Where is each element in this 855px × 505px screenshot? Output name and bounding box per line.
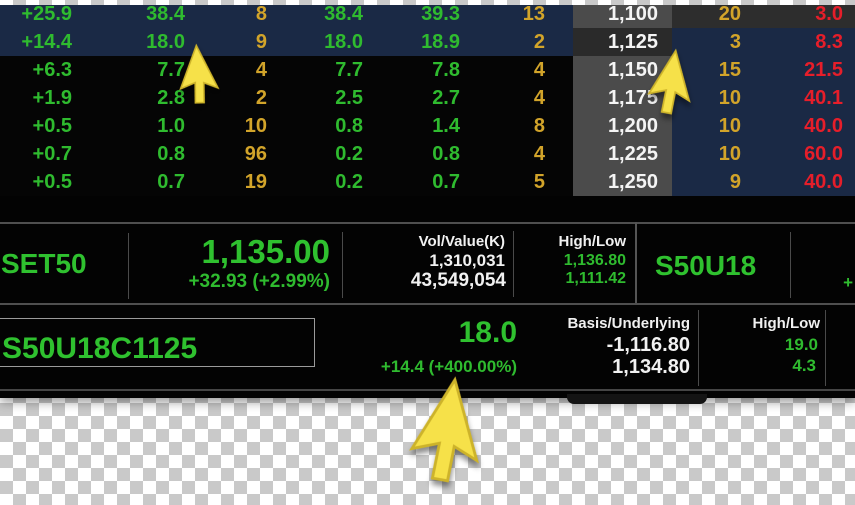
cell-bid-volume[interactable]: 19 [190,168,272,196]
option-chain-row[interactable]: +6.3 7.7 4 7.7 7.8 4 1,150 15 21.5 [0,56,855,84]
option-chain-row[interactable]: +1.9 2.8 2 2.5 2.7 4 1,175 10 40.1 [0,84,855,112]
option-chain-row[interactable]: +14.4 18.0 9 18.0 18.9 2 1,125 3 8.3 [0,28,855,56]
cell-last[interactable]: 0.8 [80,140,190,168]
cell-strike[interactable]: 1,150 [573,56,672,84]
cell-put-price[interactable]: 40.1 [746,84,855,112]
option-symbol-box[interactable]: S50U18C1125 [0,318,315,367]
cell-ask[interactable]: 0.8 [368,140,465,168]
cell-put-price[interactable]: 40.0 [746,168,855,196]
panel-separator [635,222,637,304]
mouse-cursor-icon [394,374,514,505]
cell-put-volume[interactable]: 10 [672,112,746,140]
option-chain-row[interactable]: +0.5 0.7 19 0.2 0.7 5 1,250 9 40.0 [0,168,855,196]
options-chain-table: +25.9 38.4 8 38.4 39.3 13 1,100 20 3.0 +… [0,0,855,196]
divider [825,310,826,386]
cell-change[interactable]: +14.4 [0,28,80,56]
cell-ask-volume[interactable]: 4 [465,140,573,168]
mouse-cursor-icon [173,43,233,115]
option-low: 4.3 [792,356,816,375]
trading-app-window: +25.9 38.4 8 38.4 39.3 13 1,100 20 3.0 +… [0,0,855,398]
cell-put-volume[interactable]: 10 [672,140,746,168]
underlying-volume: 1,310,031 [429,251,505,270]
option-change: +14.4 (+400.00%) [380,357,517,376]
cell-ask[interactable]: 0.7 [368,168,465,196]
basis-underlying-label: Basis/Underlying [567,315,690,332]
cell-last[interactable]: 0.7 [80,168,190,196]
cell-put-price[interactable]: 8.3 [746,28,855,56]
cell-bid-volume[interactable]: 10 [190,112,272,140]
cell-change[interactable]: +0.7 [0,140,80,168]
underlying-last-price: 1,135.00 [201,233,330,270]
underlying-symbol[interactable]: SET50 [1,248,87,279]
panel-bottom-border [0,389,855,391]
cell-last[interactable]: 7.7 [80,56,190,84]
cell-change[interactable]: +1.9 [0,84,80,112]
cell-strike[interactable]: 1,200 [573,112,672,140]
underlying-change: +32.93 (+2.99%) [188,271,330,292]
panel-divider-border [0,303,855,305]
underlying-low: 1,111.42 [565,270,626,287]
cell-bid[interactable]: 0.2 [272,140,368,168]
cell-change[interactable]: +0.5 [0,112,80,140]
underlying-high: 1,136.80 [563,252,626,269]
divider [128,233,129,299]
cell-change[interactable]: +6.3 [0,56,80,84]
cell-ask[interactable]: 18.9 [368,28,465,56]
cell-bid-volume[interactable]: 96 [190,140,272,168]
futures-symbol[interactable]: S50U18 [655,250,757,281]
cell-put-volume[interactable]: 3 [672,28,746,56]
option-chain-row[interactable]: +0.5 1.0 10 0.8 1.4 8 1,200 10 40.0 [0,112,855,140]
option-high: 19.0 [784,335,818,354]
transparency-strip [0,0,855,5]
underlying-value: 43,549,054 [410,270,506,291]
bottom-edge-tab [567,394,707,404]
cell-last[interactable]: 18.0 [80,28,190,56]
high-low-label: High/Low [558,233,627,250]
cell-bid[interactable]: 18.0 [272,28,368,56]
cell-put-price[interactable]: 60.0 [746,140,855,168]
cell-put-price[interactable]: 21.5 [746,56,855,84]
option-chain-row[interactable]: +0.7 0.8 96 0.2 0.8 4 1,225 10 60.0 [0,140,855,168]
cell-ask-volume[interactable]: 4 [465,84,573,112]
underlying-price-value: 1,134.80 [612,356,690,378]
mouse-cursor-icon [638,47,713,128]
divider [342,232,343,298]
cell-strike[interactable]: 1,250 [573,168,672,196]
futures-change-partial: + [843,273,853,292]
divider [698,310,699,386]
divider [513,231,514,297]
cell-ask[interactable]: 1.4 [368,112,465,140]
cell-ask-volume[interactable]: 4 [465,56,573,84]
cell-put-volume[interactable]: 15 [672,56,746,84]
basis-value: -1,116.80 [606,334,690,356]
cell-bid[interactable]: 7.7 [272,56,368,84]
panel-top-border [0,222,855,224]
option-symbol[interactable]: S50U18C1125 [2,331,198,365]
cell-ask-volume[interactable]: 5 [465,168,573,196]
cell-last[interactable]: 1.0 [80,112,190,140]
cell-bid[interactable]: 2.5 [272,84,368,112]
cell-ask-volume[interactable]: 8 [465,112,573,140]
cell-ask-volume[interactable]: 2 [465,28,573,56]
vol-value-label: Vol/Value(K) [418,233,505,250]
cell-bid[interactable]: 0.2 [272,168,368,196]
cell-bid-volume[interactable]: 9 [190,28,272,56]
option-last-price: 18.0 [458,316,517,349]
cell-strike[interactable]: 1,225 [573,140,672,168]
cell-put-price[interactable]: 40.0 [746,112,855,140]
cell-last[interactable]: 2.8 [80,84,190,112]
cell-ask[interactable]: 2.7 [368,84,465,112]
cell-change[interactable]: +0.5 [0,168,80,196]
cell-put-volume[interactable]: 9 [672,168,746,196]
cell-ask[interactable]: 7.8 [368,56,465,84]
cell-strike[interactable]: 1,125 [573,28,672,56]
cell-bid[interactable]: 0.8 [272,112,368,140]
option-high-low-label: High/Low [752,315,821,332]
divider [790,232,791,298]
